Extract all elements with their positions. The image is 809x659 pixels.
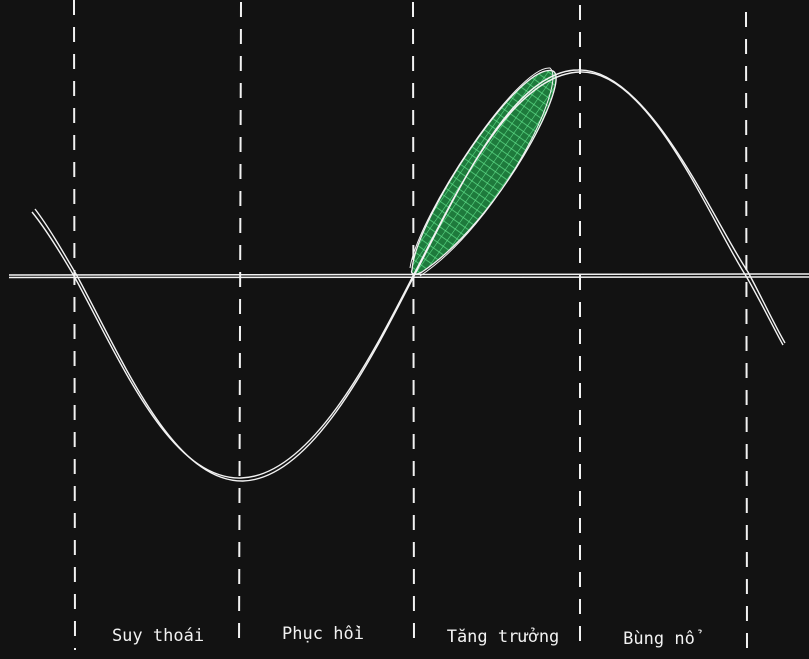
cycle-curve — [31, 69, 786, 482]
phase-label-recovery: Phục hồi — [282, 624, 364, 644]
phase-label-boom: Bùng nổ — [623, 629, 695, 649]
phase-divider-1 — [73, 0, 76, 651]
phase-divider-5 — [745, 11, 748, 651]
phase-divider-3 — [412, 1, 415, 651]
growth-highlight — [409, 67, 557, 277]
phase-divider-2 — [238, 1, 242, 651]
phase-label-recession: Suy thoái — [111, 626, 205, 646]
phase-label-growth: Tăng trưởng — [446, 627, 560, 647]
horizontal-axis — [8, 273, 809, 279]
